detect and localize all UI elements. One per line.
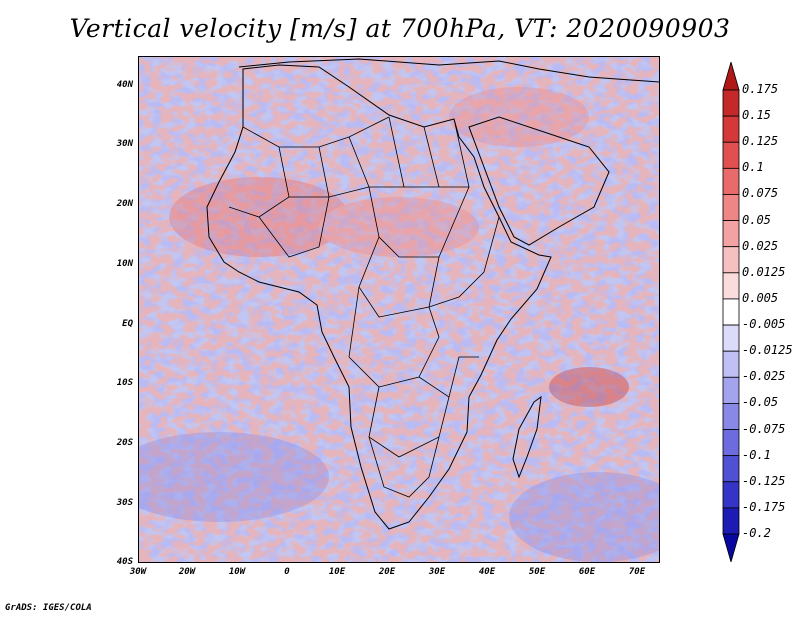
lon-label-10w: 10W	[228, 567, 246, 577]
lat-label-10s: 10S	[116, 378, 133, 388]
lon-label-30e: 30E	[428, 567, 446, 577]
lat-label-eq: EQ	[122, 319, 133, 329]
colorbar-label: 0.05	[742, 212, 771, 227]
colorbar-cell	[722, 533, 740, 562]
lon-label-10e: 10E	[328, 567, 346, 577]
map-title: Vertical velocity [m/s] at 700hPa, VT: 2…	[69, 14, 731, 43]
velocity-field	[139, 57, 659, 562]
lon-label-70e: 70E	[628, 567, 646, 577]
colorbar-label: 0.1	[742, 160, 764, 175]
colorbar-label: 0.075	[742, 186, 779, 201]
colorbar-cell	[722, 89, 740, 117]
europe-coastline	[238, 58, 659, 83]
colorbar-cell	[722, 272, 740, 300]
colorbar-cell	[722, 298, 740, 326]
colorbar-cell	[722, 194, 740, 221]
colorbar-label: 0.175	[742, 82, 779, 96]
colorbar-cell	[722, 403, 740, 430]
lat-label-30n: 30N	[116, 139, 133, 149]
lat-label-20s: 20S	[116, 438, 133, 448]
colorbar-label: -0.1	[742, 447, 771, 462]
colorbar-cell	[722, 507, 740, 535]
colorbar-cell	[722, 455, 740, 483]
lon-label-30w: 30W	[129, 567, 147, 577]
lat-label-40s: 40S	[116, 557, 133, 567]
colorbar-label: -0.075	[742, 421, 786, 436]
map-panel	[138, 56, 660, 563]
lat-label-30s: 30S	[116, 498, 133, 508]
lon-label-50e: 50E	[528, 567, 546, 577]
country-borders	[228, 116, 500, 498]
lat-label-40n: 40N	[116, 80, 133, 90]
arabia-coastline	[468, 116, 610, 246]
lon-label-0: 0	[284, 567, 290, 577]
lon-label-20w: 20W	[178, 567, 196, 577]
colorbar-cell	[722, 324, 740, 352]
colorbar-cell	[722, 246, 740, 274]
colorbar-cell	[722, 376, 740, 404]
colorbar-label: 0.125	[742, 134, 779, 149]
lat-label-10n: 10N	[116, 259, 133, 269]
colorbar-label: 0.15	[742, 108, 771, 123]
colorbar-label: 0.025	[742, 238, 779, 253]
colorbar-label: -0.005	[742, 317, 786, 332]
colorbar-label: 0.005	[742, 290, 779, 305]
madagascar-coastline	[512, 395, 542, 479]
lon-label-20e: 20E	[378, 567, 396, 577]
colorbar-cell	[722, 350, 740, 378]
coastlines	[206, 58, 659, 530]
field-patches	[139, 87, 659, 562]
colorbar-cell	[722, 62, 740, 91]
colorbar-label: -0.025	[742, 369, 786, 384]
colorbar-label: -0.175	[742, 499, 786, 514]
lon-label-40e: 40E	[478, 567, 496, 577]
colorbar-label: 0.0125	[742, 264, 786, 279]
colorbar-label: -0.05	[742, 395, 779, 410]
colorbar-cell	[722, 429, 740, 457]
lon-label-60e: 60E	[578, 567, 596, 577]
africa-coastline	[206, 64, 552, 530]
colorbar-cell	[722, 115, 740, 143]
colorbar-cell	[722, 141, 740, 169]
colorbar-label: -0.2	[742, 526, 771, 540]
colorbar-label: -0.0125	[742, 343, 793, 358]
colorbar	[722, 62, 740, 562]
colorbar-cell	[722, 481, 740, 509]
colorbar-cell	[722, 220, 740, 248]
colorbar-cell	[722, 167, 740, 195]
credit-text: GrADS: IGES/COLA	[5, 603, 92, 613]
colorbar-label: -0.125	[742, 473, 786, 488]
lat-label-20n: 20N	[116, 199, 133, 209]
